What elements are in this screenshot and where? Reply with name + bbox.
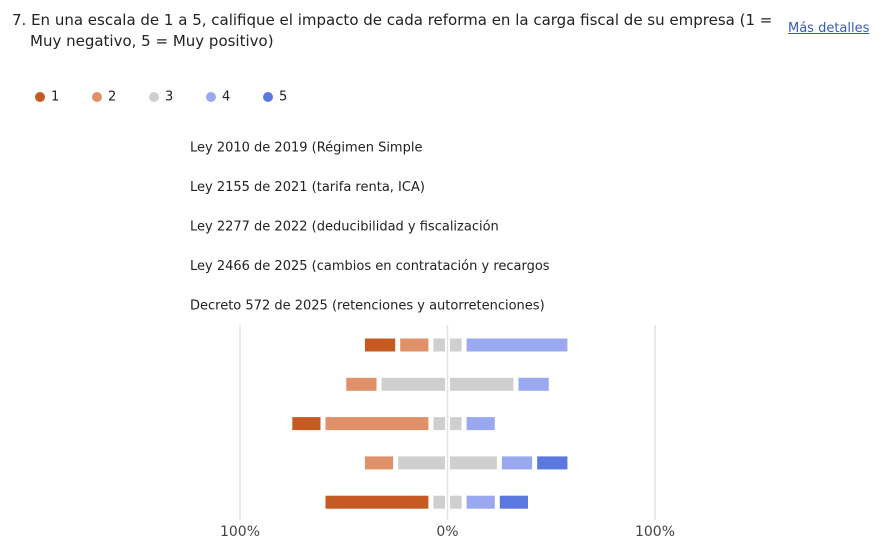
bar-segment [450,456,497,470]
legend-marker [206,92,216,102]
bar-segment [466,338,568,352]
bar-segment [501,456,533,470]
bar-segment [499,495,528,509]
bar-segment [433,338,445,352]
category-label: Ley 2010 de 2019 (Régimen Simple [190,141,422,156]
x-tick-label: 100% [220,524,260,538]
category-label: Ley 2155 de 2021 (tarifa renta, ICA) [190,180,425,195]
more-details-link[interactable]: Más detalles [788,21,870,36]
bar-segment [450,495,462,509]
bar-segment [364,338,396,352]
category-label: Ley 2277 de 2022 (deducibilidad y fiscal… [190,220,499,235]
category-label: Ley 2466 de 2025 (cambios en contratació… [190,259,550,274]
legend-label: 5 [279,90,287,105]
legend-marker [92,92,102,102]
bar-segment [450,377,514,391]
bar-segment [537,456,568,470]
bar-segment [292,417,321,431]
bar-segment [466,495,495,509]
legend-marker [263,92,273,102]
bar-segment [450,338,462,352]
legend-label: 4 [222,90,230,105]
legend-marker [149,92,159,102]
bar-segment [346,377,377,391]
bar-segment [450,417,462,431]
legend-label: 1 [51,90,59,105]
bar-segment [381,377,445,391]
bar-segment [433,417,445,431]
bar-segment [433,495,445,509]
bar-segment [400,338,429,352]
bar-segment [398,456,445,470]
legend-label: 3 [165,90,173,105]
bar-segment [466,417,495,431]
category-label: Decreto 572 de 2025 (retenciones y autor… [190,299,545,314]
bar-segment [364,456,394,470]
bar-segment [325,495,429,509]
legend-label: 2 [108,90,116,105]
question-title: 7. En una escala de 1 a 5, califique el … [12,11,773,50]
legend-marker [35,92,45,102]
x-tick-label: 0% [436,524,458,538]
x-tick-label: 100% [635,524,675,538]
bar-segment [518,377,549,391]
bar-segment [325,417,429,431]
